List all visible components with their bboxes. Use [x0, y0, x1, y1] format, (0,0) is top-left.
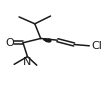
Text: N: N — [23, 57, 32, 67]
Text: O: O — [5, 38, 14, 48]
Text: Cl: Cl — [91, 41, 102, 51]
